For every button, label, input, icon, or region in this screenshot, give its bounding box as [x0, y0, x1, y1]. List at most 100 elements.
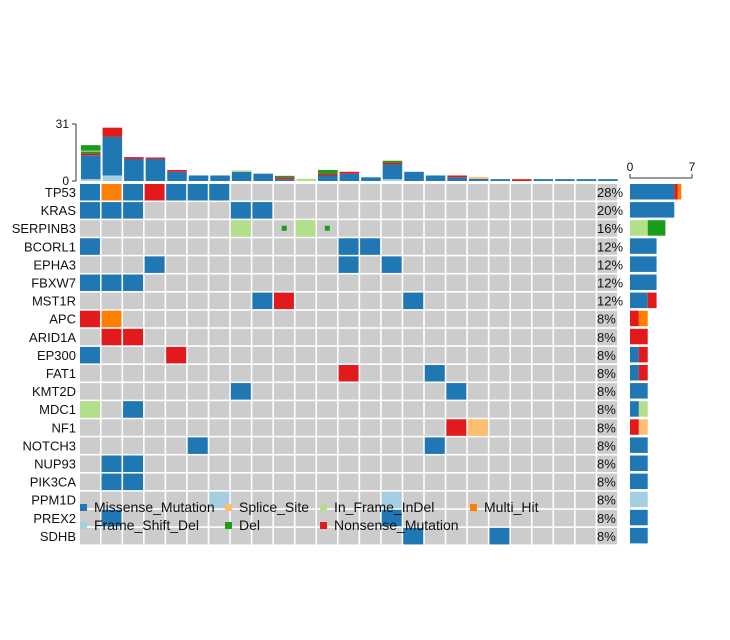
matrix-cell [80, 220, 100, 237]
tmb-bar-segment-missense-mutation [555, 179, 575, 181]
gene-count-bar-segment-multi-hit [638, 310, 648, 327]
matrix-cell [338, 292, 359, 310]
matrix-cell [187, 401, 208, 418]
mutation-cell-missense-mutation [123, 274, 144, 291]
matrix-cell [144, 292, 165, 310]
matrix-cell [489, 419, 510, 436]
percent-label: 12% [597, 294, 623, 309]
matrix-cell [144, 455, 165, 472]
matrix-cell [166, 310, 187, 328]
matrix-cell [532, 455, 553, 472]
matrix-cell [381, 274, 402, 291]
matrix-cell [424, 220, 445, 237]
tmb-bar-segment-missense-mutation [188, 175, 209, 181]
gene-count-axis-tick-label: 7 [689, 160, 696, 174]
matrix-cell [230, 274, 251, 291]
matrix-cell [252, 455, 273, 472]
mutation-cell-missense-mutation [403, 292, 424, 310]
matrix-cell [489, 437, 510, 454]
gene-count-bar-segment-missense-mutation [630, 527, 648, 544]
percent-label: 8% [597, 402, 616, 417]
matrix-cell [575, 473, 596, 491]
matrix-cell [554, 437, 575, 454]
matrix-cell [317, 184, 337, 201]
matrix-cell [144, 527, 165, 545]
matrix-cell [209, 455, 230, 472]
matrix-cell [489, 455, 510, 472]
gene-label: APC [49, 312, 76, 327]
matrix-cell [295, 184, 316, 201]
matrix-cell [101, 238, 122, 255]
tmb-axis: 0 31 [56, 117, 77, 188]
mutation-cell-missense-mutation [230, 202, 251, 219]
tmb-bar-segment-missense-mutation [210, 175, 230, 181]
matrix-cell [80, 419, 100, 436]
tmb-bar-segment-missense-mutation [425, 175, 446, 181]
matrix-cell [575, 274, 596, 291]
matrix-cell [317, 238, 337, 255]
matrix-cell [381, 238, 402, 255]
matrix-cell [317, 401, 337, 418]
matrix-cell [511, 437, 531, 454]
tmb-bar-segment-nonsense-mutation [382, 162, 403, 165]
matrix-cell [446, 509, 467, 527]
matrix-cell [273, 527, 294, 545]
tmb-bar-segment-missense-mutation [274, 179, 295, 181]
matrix-cell [273, 437, 294, 454]
percent-label: 8% [597, 475, 616, 490]
matrix-cell [252, 491, 273, 509]
matrix-cell [144, 220, 165, 237]
matrix-cell [338, 437, 359, 454]
matrix-cell [381, 292, 402, 310]
matrix-cell [403, 419, 424, 436]
matrix-cell [209, 310, 230, 328]
matrix-cell [424, 455, 445, 472]
matrix-cell [597, 383, 618, 400]
mutation-cell-missense-mutation [101, 274, 122, 291]
gene-label: PREX2 [33, 511, 76, 526]
matrix-cell [575, 419, 596, 436]
matrix-cell [338, 491, 359, 509]
matrix-cell [144, 346, 165, 364]
matrix-cell [252, 346, 273, 364]
matrix-cell [252, 527, 273, 545]
tmb-axis-tick-label: 0 [62, 174, 69, 188]
gene-count-bar-segment-missense-mutation [630, 256, 657, 272]
matrix-cell [230, 256, 251, 273]
matrix-cell [381, 455, 402, 472]
gene-count-bar-segment-missense-mutation [630, 184, 675, 200]
matrix-cell [424, 202, 445, 219]
tmb-bar-segment-missense-mutation [361, 177, 381, 181]
gene-label: SERPINB3 [12, 221, 76, 236]
matrix-cell [532, 491, 553, 509]
tmb-bar-segment-missense-mutation [318, 175, 338, 181]
tmb-bar-segment-frame-shift-del [102, 175, 123, 181]
matrix-cell [360, 437, 381, 454]
gene-count-bar-segment-missense-mutation [630, 401, 639, 417]
matrix-cell [467, 292, 488, 310]
mutation-cell-missense-mutation [338, 238, 359, 255]
matrix-cell [554, 419, 575, 436]
matrix-cell [467, 365, 488, 382]
tmb-bar-segment-missense-mutation [231, 171, 252, 181]
matrix-cell [166, 292, 187, 310]
matrix-cell [144, 202, 165, 219]
matrix-cell [467, 238, 488, 255]
matrix-cell [187, 328, 208, 346]
matrix-cell [187, 491, 208, 509]
matrix-cell [209, 473, 230, 491]
matrix-cell [381, 419, 402, 436]
matrix-cell [123, 419, 144, 436]
mutation-cell-missense-mutation [338, 256, 359, 273]
matrix-cell [187, 256, 208, 273]
matrix-cell [123, 292, 144, 310]
matrix-cell [554, 365, 575, 382]
matrix-cell [489, 401, 510, 418]
matrix-cell [403, 401, 424, 418]
mutation-cell-frame-shift-del [209, 491, 230, 509]
matrix-cell [166, 509, 187, 527]
mutation-cell-missense-mutation [446, 383, 467, 400]
matrix-cell [489, 292, 510, 310]
tmb-bar-segment-nonsense-mutation [124, 157, 144, 159]
matrix-cell [295, 292, 316, 310]
